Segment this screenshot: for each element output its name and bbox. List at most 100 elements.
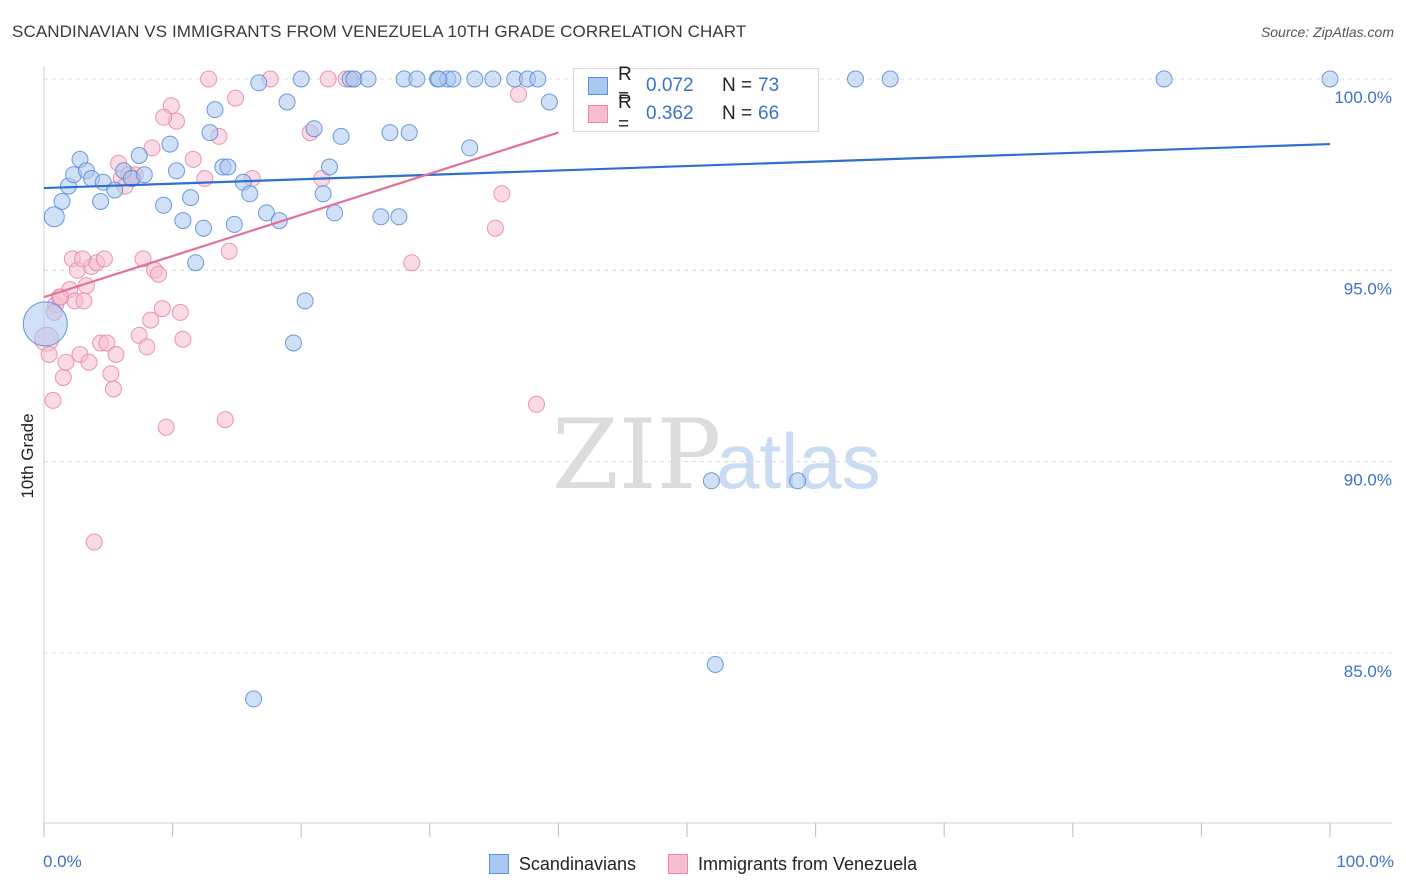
swatch-blue xyxy=(588,77,608,95)
venezuela-point xyxy=(134,250,152,268)
scandinavian-point xyxy=(53,193,71,210)
venezuela-point xyxy=(102,365,120,383)
scandinavian-point xyxy=(219,158,237,176)
scandinavian-point xyxy=(345,70,363,88)
scandinavian-point xyxy=(130,147,148,164)
y-tick-label: 85.0% xyxy=(1344,662,1392,681)
scandinavian-point xyxy=(250,74,268,92)
scandinavian-point xyxy=(270,212,288,230)
scandinavian-point xyxy=(174,212,192,230)
venezuela-point xyxy=(107,346,125,363)
legend-label: Scandinavians xyxy=(518,853,636,874)
venezuela-point xyxy=(510,85,527,103)
n-label: N = xyxy=(722,75,753,96)
legend-item-scandinavians[interactable]: Scandinavians xyxy=(488,853,636,875)
y-tick-label: 100.0% xyxy=(1334,88,1392,107)
venezuela-point xyxy=(200,70,218,88)
scandinavian-point xyxy=(321,158,338,176)
r-label: R = xyxy=(618,92,632,135)
venezuela-point xyxy=(196,170,214,187)
scandinavian-point xyxy=(258,204,275,222)
venezuela-point xyxy=(75,292,93,310)
venezuela-trend-line xyxy=(43,131,559,299)
venezuela-point xyxy=(174,330,192,348)
venezuela-point xyxy=(44,391,62,409)
scandinavian-point xyxy=(359,70,377,88)
scandinavian-point xyxy=(881,70,899,88)
scandinavian-point xyxy=(390,208,408,226)
scandinavian-point xyxy=(195,219,212,237)
scandinavian-point xyxy=(22,301,68,347)
scandinavian-point xyxy=(706,656,724,673)
legend-swatch-pink xyxy=(668,854,688,874)
scandinavian-point xyxy=(408,70,426,88)
scandinavian-point xyxy=(326,204,344,222)
scandinavian-point xyxy=(381,124,399,142)
r-value: 0.362 xyxy=(646,103,694,124)
n-label: N = xyxy=(722,103,753,124)
n-value: 66 xyxy=(758,103,780,124)
venezuela-point xyxy=(227,89,245,107)
venezuela-point xyxy=(493,185,511,203)
stats-row-scandinavians: R = 0.072 N = 73 xyxy=(588,64,780,107)
watermark-atlas: atlas xyxy=(716,417,881,505)
scandinavian-point xyxy=(789,472,807,490)
scandinavian-point xyxy=(182,189,200,207)
scandinavian-point xyxy=(466,70,484,88)
venezuela-point xyxy=(98,334,116,352)
source-label: Source: ZipAtlas.com xyxy=(1260,24,1394,40)
venezuela-point xyxy=(157,418,175,436)
scandinavian-point xyxy=(206,101,224,119)
venezuela-point xyxy=(216,411,234,429)
scandinavian-point xyxy=(461,139,479,157)
scandinavian-point xyxy=(187,254,205,272)
y-tick-label: 95.0% xyxy=(1344,279,1392,298)
axes xyxy=(43,66,1392,837)
scandinavian-trend-line xyxy=(43,142,1331,190)
swatch-pink xyxy=(588,105,608,123)
legend-swatch-blue xyxy=(488,854,509,874)
scandinavian-point xyxy=(43,206,65,228)
venezuela-point xyxy=(184,150,202,168)
r-label: R = xyxy=(618,64,632,107)
scandinavian-point xyxy=(241,185,259,203)
venezuela-point xyxy=(54,369,72,386)
scandinavian-point xyxy=(245,690,263,708)
scandinavian-point xyxy=(92,193,110,210)
scandinavian-point xyxy=(1155,70,1173,88)
watermark-zip: ZIP xyxy=(552,399,721,511)
scandinavian-point xyxy=(484,70,502,88)
venezuela-point xyxy=(40,346,58,363)
scandinavian-point xyxy=(314,185,332,203)
y-tick-labels: 85.0% 90.0% 95.0% 100.0% xyxy=(1334,88,1392,681)
watermark: ZIP atlas xyxy=(552,399,881,511)
legend-item-venezuela[interactable]: Immigrants from Venezuela xyxy=(668,854,917,875)
venezuela-point xyxy=(74,250,92,268)
venezuela-point xyxy=(95,250,113,268)
venezuela-point xyxy=(142,311,160,329)
r-value: 0.072 xyxy=(646,75,694,96)
scandinavian-point xyxy=(155,196,173,214)
scandinavian-point xyxy=(168,162,185,180)
scandinavian-point xyxy=(332,127,350,145)
venezuela-point xyxy=(153,300,171,318)
scandinavian-point xyxy=(296,292,314,310)
scandinavian-point xyxy=(285,334,302,352)
scandinavian-point xyxy=(529,70,547,88)
venezuela-point xyxy=(171,303,189,321)
scandinavian-point xyxy=(201,124,219,142)
venezuela-point xyxy=(155,108,173,126)
legend-label: Immigrants from Venezuela xyxy=(698,853,918,874)
venezuela-point xyxy=(319,70,337,88)
venezuela-point xyxy=(143,139,161,157)
x-tick-label-max: 100.0% xyxy=(1336,852,1394,871)
stats-row-venezuela: R = 0.362 N = 66 xyxy=(588,92,780,135)
venezuela-point xyxy=(150,265,167,283)
venezuela-point xyxy=(138,338,156,356)
venezuela-point xyxy=(220,242,238,260)
y-tick-label: 90.0% xyxy=(1344,471,1392,490)
n-value: 73 xyxy=(758,75,780,96)
scandinavian-point xyxy=(278,93,296,111)
venezuela-point xyxy=(104,380,122,398)
